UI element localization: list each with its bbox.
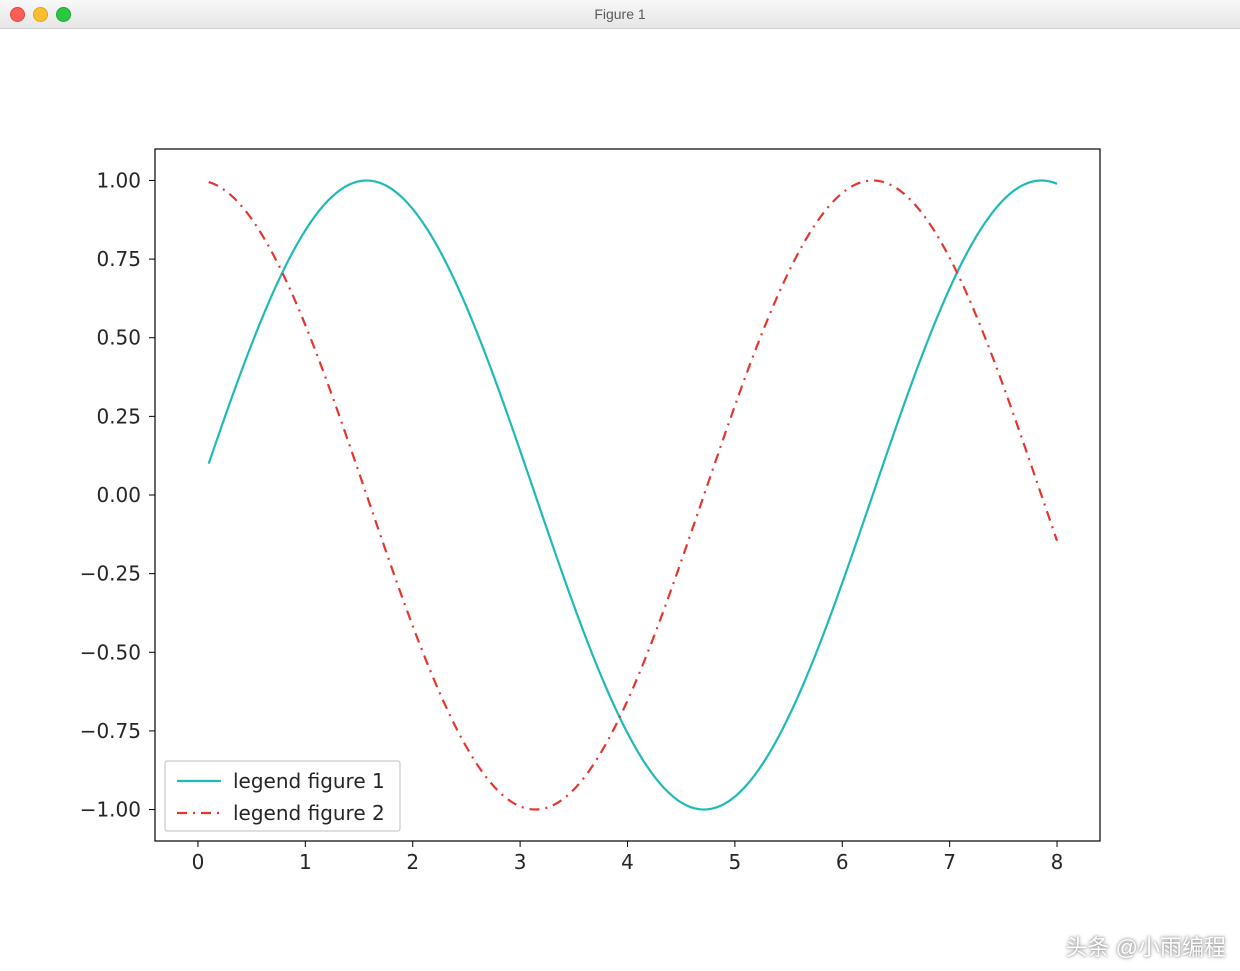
x-tick-label: 5: [729, 850, 742, 874]
y-tick-label: 0.25: [96, 404, 141, 428]
figure-canvas: 0 1 2 3 4 5 6 7 8 −1.00 −0.75 −0.50 −0.25 0.00 0.25 0.5…: [0, 29, 1240, 971]
y-tick-label: −0.25: [80, 562, 141, 586]
x-tick-label: 8: [1051, 850, 1064, 874]
x-tick-label: 0: [192, 850, 205, 874]
window-titlebar: Figure 1: [0, 0, 1240, 29]
x-tick-label: 3: [514, 850, 527, 874]
y-tick-label: −0.75: [80, 719, 141, 743]
maximize-icon[interactable]: [56, 7, 71, 22]
y-tick-label: 0.50: [96, 326, 141, 350]
window-title: Figure 1: [0, 6, 1240, 22]
x-tick-label: 6: [836, 850, 849, 874]
legend-label-0: legend figure 1: [233, 769, 385, 793]
x-tick-label: 2: [406, 850, 419, 874]
x-tick-label: 4: [621, 850, 634, 874]
chart-svg: 0 1 2 3 4 5 6 7 8 −1.00 −0.75 −0.50 −0.25 0.00 0.25 0.5…: [0, 29, 1240, 971]
y-tick-label: −0.50: [80, 640, 141, 664]
minimize-icon[interactable]: [33, 7, 48, 22]
y-tick-label: −1.00: [80, 798, 141, 822]
x-tick-label: 1: [299, 850, 312, 874]
window-traffic-lights: [10, 7, 71, 22]
plot-area: [155, 149, 1100, 841]
y-tick-label: 0.00: [96, 483, 141, 507]
close-icon[interactable]: [10, 7, 25, 22]
legend-label-1: legend figure 2: [233, 801, 385, 825]
x-tick-label: 7: [943, 850, 956, 874]
y-tick-label: 0.75: [96, 247, 141, 271]
y-tick-label: 1.00: [96, 168, 141, 192]
